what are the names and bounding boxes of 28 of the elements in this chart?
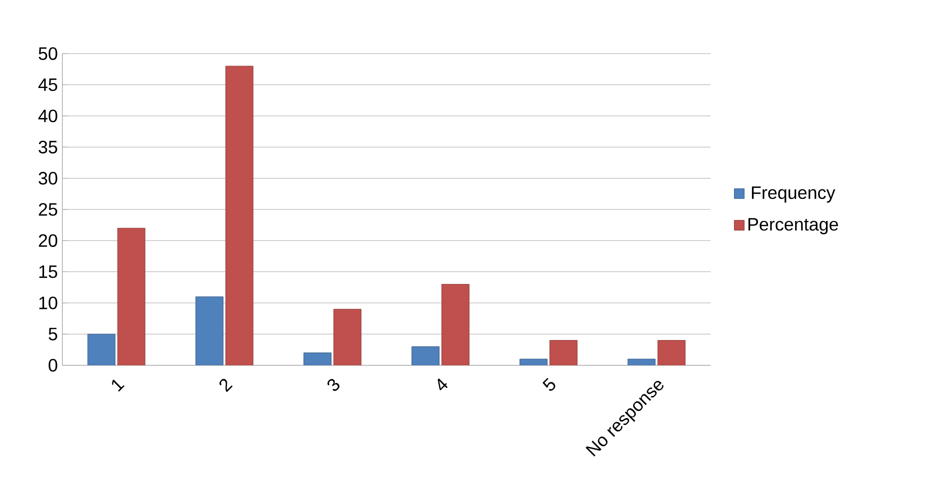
bar [658,340,686,366]
bar [225,66,254,366]
y-tick-label: 0 [48,358,58,372]
legend-label: Frequency [752,186,836,202]
bar [333,308,362,366]
bar [195,296,224,366]
y-tick-label: 15 [39,265,58,278]
x-tick-label: 4 [438,378,448,390]
bar [304,352,332,366]
y-tick-label: 45 [38,78,58,91]
y-tick-label: 5 [48,328,58,340]
y-tick-label: 35 [38,140,58,154]
bar [412,346,440,366]
y-tick-label: 25 [38,202,58,216]
y-tick-label: 30 [38,172,58,184]
x-tick-label: 2 [220,378,233,392]
y-tick-label: 10 [39,296,58,310]
y-tick-label: 50 [38,47,58,60]
bar [550,340,578,366]
bar [441,284,470,366]
y-tick-label: 40 [38,109,58,122]
bar [87,334,116,366]
x-tick-label: 5 [542,378,556,391]
legend-label: Percentage [748,218,838,234]
x-tick-label: 3 [327,378,340,391]
bar [117,228,146,366]
y-tick-label: 20 [38,234,58,247]
x-tick-label: 1 [112,379,124,392]
